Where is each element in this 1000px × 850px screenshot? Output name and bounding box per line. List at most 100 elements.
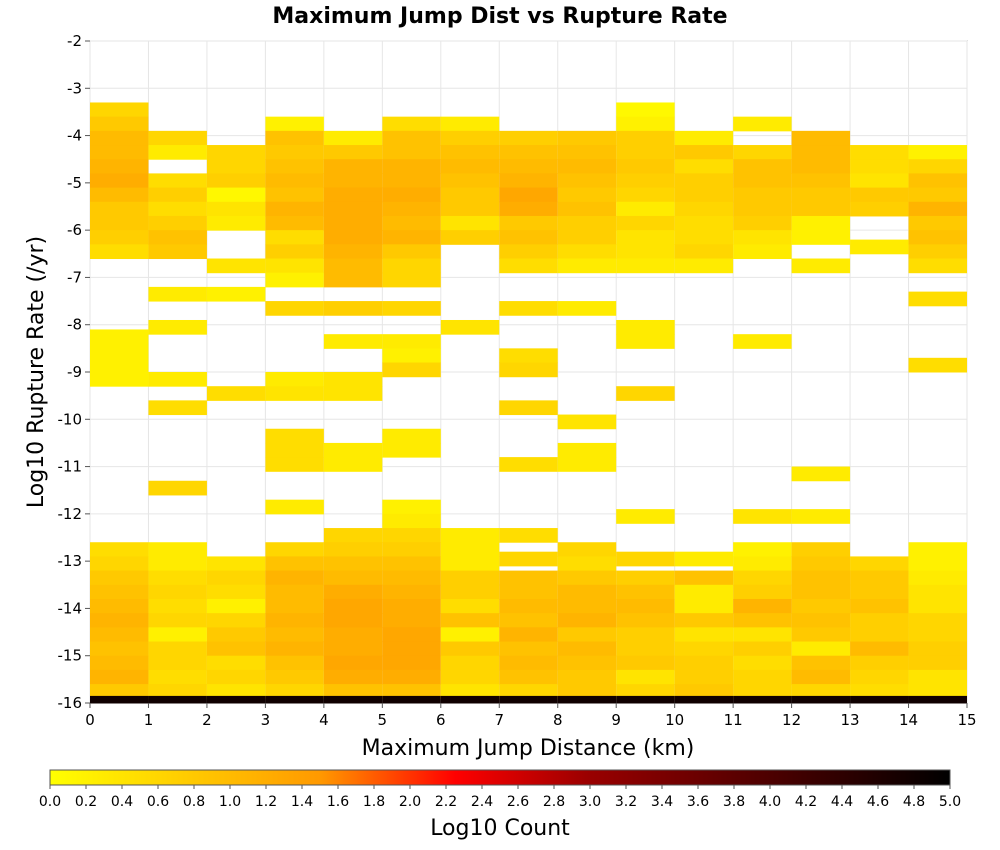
heatmap-cell [499,627,558,643]
heatmap-cell [557,655,617,671]
heatmap-cell [499,301,558,316]
heatmap-cell [733,201,792,217]
heatmap-cell [733,159,792,174]
heatmap-cell [382,669,441,685]
heatmap-cell [323,386,383,401]
heatmap-cell [850,669,909,685]
heatmap-cell [440,684,500,699]
heatmap-cell [265,598,324,614]
heatmap-cell [557,201,617,217]
heatmap-cell [674,551,734,567]
heatmap-cell [499,215,558,231]
heatmap-cell [323,244,383,260]
heatmap-cell [850,684,909,699]
heatmap-cell [616,584,675,600]
colorbar-tick-label: 5.0 [939,794,961,810]
heatmap-cell [557,695,617,704]
heatmap-cell [148,400,207,416]
heatmap-cell [791,655,851,671]
heatmap-cell [499,400,558,416]
heatmap-cell [265,695,324,704]
chart-title: Maximum Jump Dist vs Rupture Rate [272,4,727,29]
heatmap-cell [674,201,734,217]
heatmap-cell [616,669,675,685]
heatmap-cell [499,230,558,245]
heatmap-cell [499,655,558,671]
heatmap-cell [499,173,558,189]
heatmap-cell [499,244,558,260]
heatmap-cell [90,187,149,203]
colorbar-tick-label: 3.0 [579,794,601,810]
heatmap-cell [499,551,558,567]
heatmap-cell [148,173,207,189]
heatmap-cell [206,695,266,704]
heatmap-cell [265,230,324,245]
heatmap-cell [265,570,324,586]
heatmap-cell [90,641,149,657]
heatmap-cell [90,130,149,146]
heatmap-cell [90,201,149,217]
heatmap-cell [616,627,675,643]
heatmap-cell [382,159,441,174]
colorbar-tick-label: 1.6 [327,794,349,810]
heatmap-cell [908,695,967,704]
heatmap-cell [382,348,441,364]
colorbar-tick-label: 2.2 [435,794,457,810]
heatmap-cell [499,362,558,378]
heatmap-cell [791,684,851,699]
heatmap-cell [382,584,441,600]
heatmap-cell [148,556,207,572]
heatmap-cell [382,513,441,529]
heatmap-cell [674,641,734,657]
heatmap-cell [557,130,617,146]
heatmap-cell [908,669,967,685]
heatmap-cell [674,627,734,643]
heatmap-cell [206,173,266,189]
heatmap-cell [791,641,851,657]
heatmap-cell [674,669,734,685]
heatmap-cell [382,301,441,316]
heatmap-cell [908,173,967,189]
heatmap-cell [557,627,617,643]
heatmap-cell [850,187,909,203]
heatmap-cell [206,584,266,600]
heatmap-cell [733,145,792,160]
heatmap-cell [557,613,617,628]
heatmap-cell [90,613,149,628]
heatmap-cell [323,556,383,572]
heatmap-cell [850,641,909,657]
heatmap-cell [791,509,851,524]
heatmap-cell [382,201,441,217]
heatmap-cell [908,655,967,671]
heatmap-cell [90,655,149,671]
heatmap-cell [616,386,675,401]
heatmap-cell [616,159,675,174]
heatmap-cell [382,542,441,557]
heatmap-cell [733,230,792,245]
heatmap-cell [616,244,675,260]
heatmap-cell [616,598,675,614]
heatmap-cell [908,201,967,217]
heatmap-cell [206,570,266,586]
heatmap-cell [557,159,617,174]
heatmap-cell [206,201,266,217]
heatmap-cell [499,684,558,699]
heatmap-cell [382,528,441,543]
heatmap-cell [148,145,207,160]
heatmap-cell [265,201,324,217]
heatmap-cell [323,159,383,174]
heatmap-cell [323,187,383,203]
colorbar-tick-label: 2.8 [543,794,565,810]
heatmap-cell [90,627,149,643]
colorbar-tick-label: 0.6 [147,794,169,810]
heatmap-cell [791,230,851,245]
heatmap-cell [557,457,617,472]
heatmap-cell [908,641,967,657]
colorbar-tick-label: 1.0 [219,794,241,810]
heatmap-cell [850,145,909,160]
y-tick-label: -3 [67,79,82,97]
heatmap-cell [733,584,792,600]
heatmap-cell [850,627,909,643]
heatmap-cell [499,187,558,203]
colorbar-tick-label: 1.8 [363,794,385,810]
